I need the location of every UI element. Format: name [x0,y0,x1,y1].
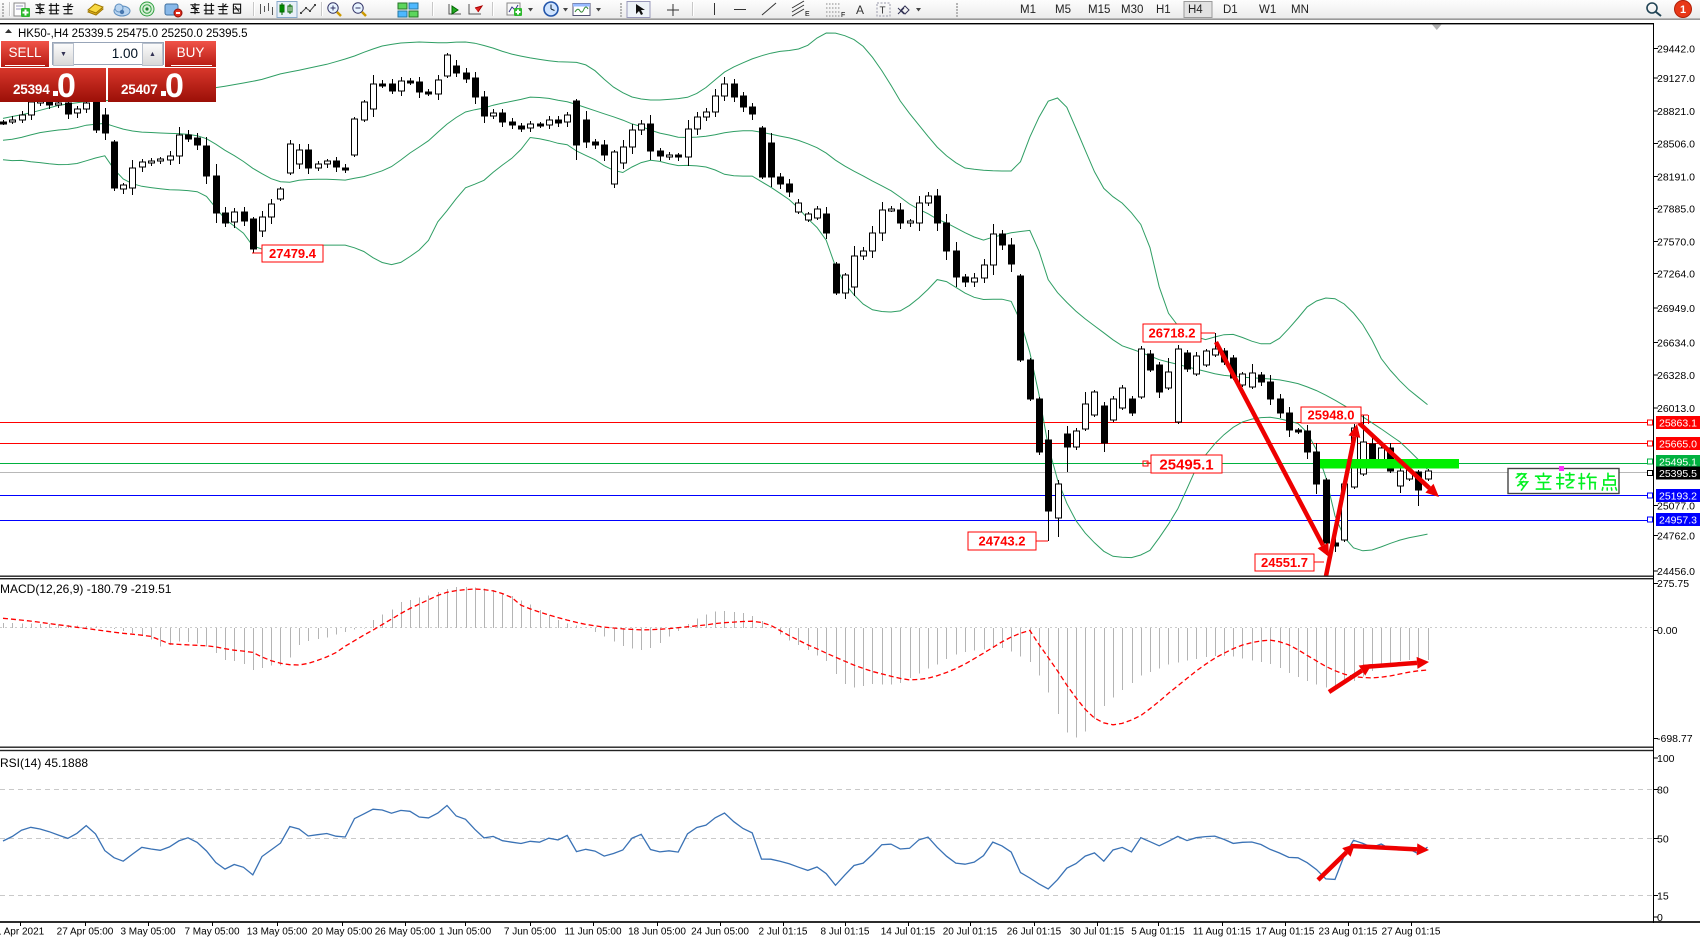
svg-text:26949.0: 26949.0 [1657,303,1695,315]
svg-text:25665.0: 25665.0 [1659,439,1697,451]
svg-text:80: 80 [1657,785,1669,797]
svg-text:275.75: 275.75 [1657,578,1689,590]
svg-text:23 Aug 01:15: 23 Aug 01:15 [1319,927,1378,938]
svg-text:24 Jun 05:00: 24 Jun 05:00 [691,927,749,938]
svg-text:100: 100 [1657,753,1675,765]
svg-text:5 Aug 01:15: 5 Aug 01:15 [1131,927,1185,938]
svg-text:26 Jul 01:15: 26 Jul 01:15 [1007,927,1062,938]
svg-text:1: 1 [1680,4,1686,16]
svg-text:MACD(12,26,9) -180.79 -219.51: MACD(12,26,9) -180.79 -219.51 [0,582,172,596]
svg-text:11 Aug 01:15: 11 Aug 01:15 [1193,927,1252,938]
svg-text:27570.0: 27570.0 [1657,236,1695,248]
svg-text:1 Jun 05:00: 1 Jun 05:00 [439,927,492,938]
svg-text:26 May 05:00: 26 May 05:00 [375,927,436,938]
svg-text:24551.7: 24551.7 [1261,555,1308,570]
svg-text:25395.5: 25395.5 [1659,468,1697,480]
svg-text:27479.4: 27479.4 [269,246,317,261]
svg-text:H1: H1 [1156,4,1171,16]
svg-text:8 Jul 01:15: 8 Jul 01:15 [821,927,870,938]
svg-text:25077.0: 25077.0 [1657,501,1695,513]
svg-text:3 May 05:00: 3 May 05:00 [120,927,175,938]
svg-text:7 Jun 05:00: 7 Jun 05:00 [504,927,557,938]
svg-text:0.00: 0.00 [1657,625,1678,637]
svg-text:29127.0: 29127.0 [1657,73,1695,85]
svg-text:17 Aug 01:15: 17 Aug 01:15 [1256,927,1315,938]
svg-text:-698.77: -698.77 [1657,733,1693,745]
svg-text:2 Jul 01:15: 2 Jul 01:15 [759,927,808,938]
svg-text:30 Jul 01:15: 30 Jul 01:15 [1070,927,1125,938]
svg-text:HK50-,H4 25339.5 25475.0 2525: HK50-,H4 25339.5 25475.0 25250.0 25395.5 [18,28,248,40]
svg-text:M1: M1 [1020,4,1036,16]
svg-text:11 Jun 05:00: 11 Jun 05:00 [564,927,622,938]
svg-text:RSI(14) 45.1888: RSI(14) 45.1888 [0,756,88,770]
svg-text:18 Jun 05:00: 18 Jun 05:00 [628,927,686,938]
svg-text:M30: M30 [1121,4,1143,16]
svg-text:MN: MN [1291,4,1309,16]
svg-text:T: T [880,6,886,17]
svg-text:24957.3: 24957.3 [1659,515,1697,527]
svg-text:26013.0: 26013.0 [1657,403,1695,415]
svg-text:27885.0: 27885.0 [1657,204,1695,216]
svg-text:28821.0: 28821.0 [1657,106,1695,118]
svg-text:H4: H4 [1188,4,1203,16]
svg-text:25863.1: 25863.1 [1659,418,1697,430]
svg-text:26634.0: 26634.0 [1657,337,1695,349]
svg-text:27 Aug 01:15: 27 Aug 01:15 [1382,927,1441,938]
svg-text:28506.0: 28506.0 [1657,139,1695,151]
svg-text:0: 0 [1657,912,1663,924]
svg-text:29442.0: 29442.0 [1657,44,1695,56]
svg-text:D1: D1 [1223,4,1238,16]
svg-text:7 May 05:00: 7 May 05:00 [184,927,239,938]
svg-text:28191.0: 28191.0 [1657,171,1695,183]
svg-text:25193.2: 25193.2 [1659,491,1697,503]
svg-text:25948.0: 25948.0 [1308,408,1355,423]
svg-text:25495.1: 25495.1 [1659,457,1697,469]
svg-text:25495.1: 25495.1 [1159,456,1213,473]
svg-text:50: 50 [1657,834,1669,846]
svg-text:24456.0: 24456.0 [1657,566,1695,578]
svg-text:M15: M15 [1088,4,1110,16]
svg-text:26718.2: 26718.2 [1149,326,1196,341]
svg-text:27264.0: 27264.0 [1657,269,1695,281]
svg-text:26328.0: 26328.0 [1657,370,1695,382]
svg-text:15: 15 [1657,891,1669,903]
svg-text:E: E [805,11,810,18]
svg-text:A: A [856,3,864,17]
svg-text:M5: M5 [1055,4,1071,16]
svg-text:14 Jul 01:15: 14 Jul 01:15 [881,927,936,938]
svg-text:27 Apr 05:00: 27 Apr 05:00 [57,927,114,938]
svg-text:W1: W1 [1259,4,1276,16]
svg-text:20 Jul 01:15: 20 Jul 01:15 [943,927,998,938]
svg-text:24743.2: 24743.2 [979,534,1026,549]
svg-text:20 May 05:00: 20 May 05:00 [312,927,373,938]
svg-text:13 May 05:00: 13 May 05:00 [247,927,308,938]
svg-text:F: F [841,12,845,19]
svg-text:24762.0: 24762.0 [1657,530,1695,542]
svg-text:1 Apr 2021: 1 Apr 2021 [0,927,45,938]
